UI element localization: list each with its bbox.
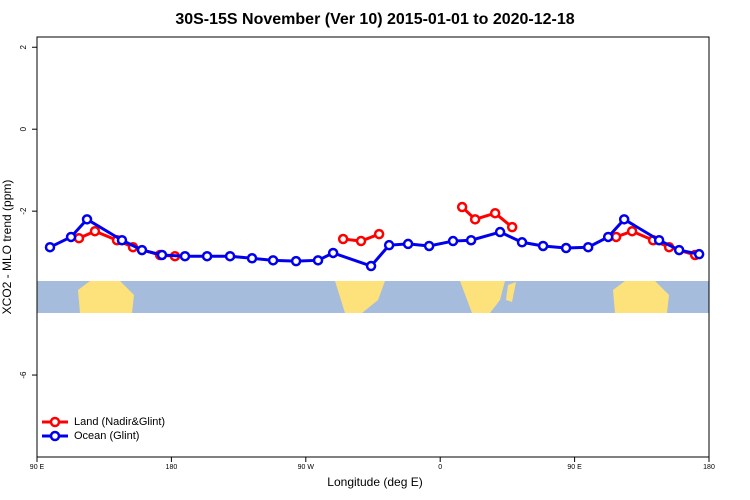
point [465, 234, 477, 246]
series-line [461, 205, 514, 229]
point [653, 234, 665, 246]
y-tick-label: 0 [19, 126, 28, 131]
point [44, 241, 56, 253]
point [626, 225, 638, 237]
chart-title: 30S-15S November (Ver 10) 2015-01-01 to … [175, 11, 574, 28]
legend-marker [49, 416, 61, 428]
point [179, 250, 191, 262]
point [65, 231, 77, 243]
point [156, 249, 168, 261]
point [602, 231, 614, 243]
point [447, 235, 459, 247]
point [506, 221, 518, 233]
point [537, 240, 549, 252]
point [383, 239, 395, 251]
y-axis-label: XCO2 - MLO trend (ppm) [0, 180, 14, 315]
point [469, 214, 481, 225]
x-axis-label: Longitude (deg E) [327, 475, 422, 489]
x-tick-label: 90 E [567, 464, 582, 471]
point [116, 234, 128, 246]
point [693, 248, 705, 260]
point [402, 238, 414, 250]
x-tick-label: 180 [166, 464, 178, 471]
point [267, 255, 279, 266]
point [89, 225, 101, 237]
point [673, 244, 685, 256]
point [201, 250, 213, 262]
y-tick-label: -6 [19, 371, 28, 379]
point [489, 207, 501, 219]
point [136, 244, 148, 256]
point [224, 250, 236, 262]
point [423, 240, 435, 252]
point [327, 247, 339, 259]
legend-marker [49, 430, 61, 442]
point [373, 228, 385, 240]
point [494, 226, 506, 238]
point [582, 241, 594, 253]
point [516, 237, 528, 248]
point [618, 214, 630, 225]
point [81, 214, 93, 225]
point [337, 233, 349, 245]
point [312, 255, 324, 266]
map-strip [37, 281, 709, 313]
point [560, 242, 572, 254]
x-tick-label: 90 E [30, 464, 45, 471]
point [456, 201, 468, 213]
y-tick-label: -2 [19, 207, 28, 215]
series-line [49, 217, 700, 268]
legend-label: Land (Nadir&Glint) [74, 416, 165, 428]
plot-frame [36, 36, 710, 458]
x-tick-label: 0 [438, 464, 442, 471]
point [290, 255, 302, 267]
legend-label: Ocean (Glint) [74, 430, 139, 442]
x-tick-label: 90 W [298, 464, 315, 471]
y-tick-label: 2 [19, 44, 28, 49]
x-tick-label: 180 [703, 464, 715, 471]
point [355, 235, 367, 247]
point [365, 260, 377, 272]
point [73, 232, 85, 244]
point [246, 253, 258, 264]
